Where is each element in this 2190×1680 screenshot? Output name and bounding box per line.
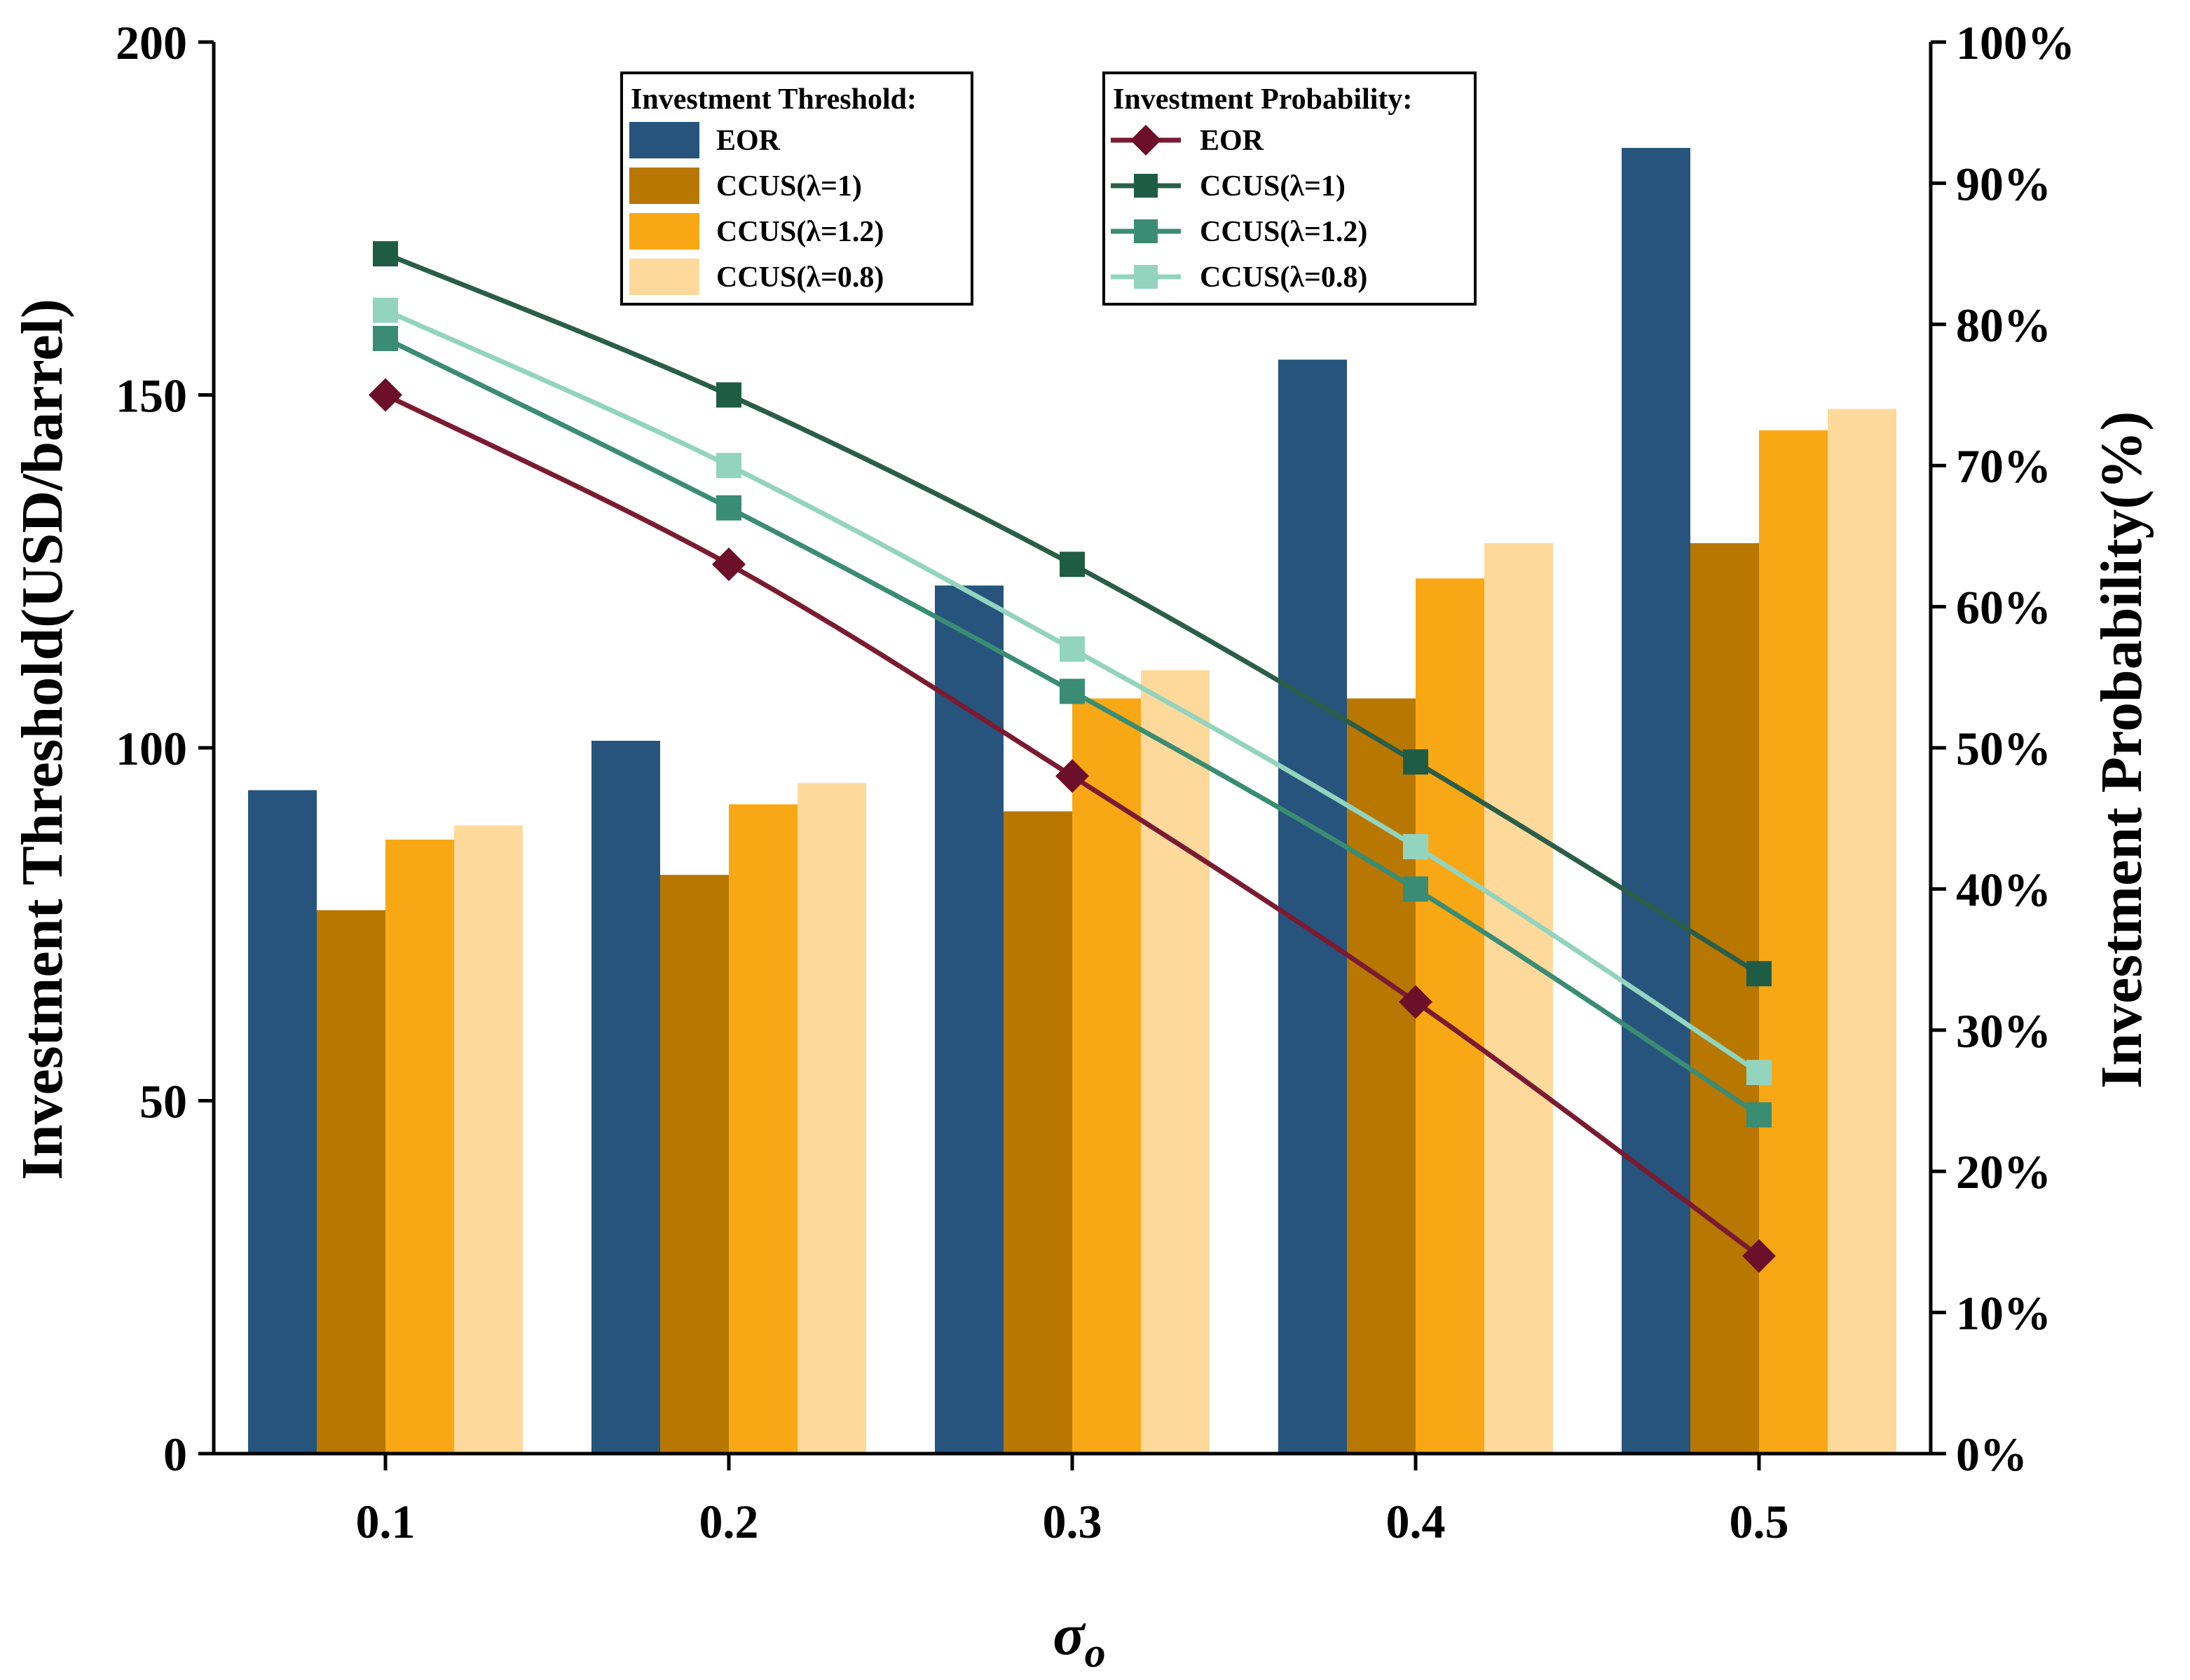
- legend-investment-probability: Investment Probability: EOR CCUS(λ=1) CCUS(…: [1102, 71, 1477, 306]
- bar: [1416, 578, 1484, 1454]
- legend-swatch: [629, 213, 699, 250]
- y-left-tick-label: 100: [116, 722, 187, 775]
- bar: [1004, 811, 1072, 1454]
- data-point: [1746, 1060, 1772, 1086]
- legend-label: CCUS(λ=1): [716, 170, 862, 203]
- data-point: [1746, 1102, 1772, 1128]
- bar: [660, 875, 729, 1454]
- data-point: [1742, 1239, 1776, 1273]
- y-right-tick-label: 100%: [1956, 16, 2075, 69]
- line-series-2: [373, 325, 1772, 1128]
- y-axis-left-title: Investment Threshold(USD/barrel): [10, 299, 75, 1180]
- y-right-tick-label: 20%: [1956, 1145, 2051, 1198]
- x-tick-label: 0.5: [1730, 1495, 1789, 1548]
- legends: Investment Threshold: EOR CCUS(λ=1) CCUS(λ=…: [620, 71, 1477, 306]
- line-series-1: [373, 241, 1772, 987]
- bar: [1622, 148, 1690, 1454]
- y-left-tick-label: 150: [116, 369, 187, 423]
- legend-box: [1102, 71, 1477, 306]
- data-point: [1399, 985, 1432, 1019]
- x-tick-label: 0.2: [699, 1495, 759, 1548]
- x-tick-label: 0.1: [356, 1495, 416, 1548]
- data-point: [1403, 749, 1428, 775]
- data-point: [1746, 961, 1772, 987]
- bar: [317, 910, 385, 1454]
- x-tick-label: 0.3: [1043, 1495, 1102, 1548]
- bar: [1759, 430, 1828, 1454]
- legend-investment-threshold: Investment Threshold: EOR CCUS(λ=1) CCUS(λ=…: [620, 71, 973, 306]
- bar-series-group: [248, 148, 1896, 1454]
- data-point: [716, 382, 741, 408]
- legend-label: CCUS(λ=1): [1200, 170, 1346, 203]
- x-tick-label: 0.4: [1386, 1495, 1446, 1548]
- bar: [248, 790, 317, 1454]
- legend-title: Investment Threshold:: [631, 83, 917, 116]
- legend-label: CCUS(λ=1.2): [716, 216, 884, 248]
- bar: [798, 783, 866, 1454]
- bar: [454, 825, 523, 1454]
- data-point: [373, 297, 398, 323]
- legend-label: CCUS(λ=1.2): [1200, 216, 1367, 248]
- line-series-group: [369, 241, 1776, 1273]
- legend-marker: [1134, 219, 1158, 243]
- legend-label: CCUS(λ=0.8): [1200, 261, 1367, 294]
- data-point: [373, 241, 398, 267]
- legend-swatch: [629, 122, 699, 158]
- data-point: [1060, 636, 1085, 662]
- bar-series-1: [317, 542, 1759, 1454]
- legend-marker: [1134, 265, 1158, 289]
- legend-label: EOR: [1200, 125, 1264, 157]
- y-right-tick-label: 0%: [1956, 1428, 2027, 1481]
- legend-swatch: [629, 259, 699, 295]
- legend-label: CCUS(λ=0.8): [716, 261, 884, 294]
- y-axis-right-title: Investment Probability(%): [2089, 411, 2154, 1089]
- bar: [1278, 360, 1347, 1454]
- data-point: [1060, 552, 1085, 578]
- y-right-tick-label: 40%: [1956, 863, 2051, 916]
- data-point: [369, 378, 402, 412]
- data-point: [716, 453, 741, 479]
- y-right-tick-label: 10%: [1956, 1287, 2051, 1340]
- y-left-tick-label: 0: [163, 1428, 187, 1481]
- data-point: [1060, 678, 1085, 704]
- bar: [385, 839, 454, 1454]
- y-right-tick-label: 80%: [1956, 299, 2051, 352]
- legend-swatch: [629, 168, 699, 204]
- bar: [1484, 542, 1553, 1454]
- y-right-tick-label: 90%: [1956, 157, 2051, 210]
- bar: [729, 804, 798, 1454]
- bar-series-2: [385, 430, 1828, 1454]
- x-axis-title: σo: [1053, 1602, 1105, 1676]
- y-left-tick-label: 200: [116, 16, 187, 69]
- y-right-tick-label: 30%: [1956, 1004, 2051, 1058]
- axes: 0 50 100 150 200 0% 10% 20% 30% 40% 50% 60% 70% 80% 90…: [116, 16, 2075, 1548]
- data-point: [373, 325, 398, 351]
- y-right-tick-label: 70%: [1956, 439, 2051, 493]
- bar: [1072, 698, 1141, 1454]
- bar-series-0: [248, 148, 1690, 1454]
- legend-label: EOR: [716, 125, 781, 157]
- bar-series-3: [454, 409, 1896, 1454]
- y-right-tick-label: 60%: [1956, 581, 2051, 634]
- legend-marker: [1130, 125, 1161, 156]
- bar: [1828, 409, 1896, 1454]
- x-axis-title-subscript: o: [1085, 1630, 1106, 1676]
- data-point: [1403, 876, 1428, 902]
- bar: [591, 740, 660, 1454]
- y-right-tick-label: 50%: [1956, 722, 2051, 775]
- y-left-tick-label: 50: [139, 1075, 187, 1128]
- line-series-0: [369, 378, 1776, 1273]
- bar: [1690, 542, 1759, 1454]
- data-point: [716, 495, 741, 521]
- data-point: [712, 547, 746, 582]
- bar: [1141, 670, 1210, 1454]
- legend-marker: [1134, 174, 1158, 198]
- x-axis-title-symbol: σ: [1053, 1602, 1086, 1667]
- bar: [935, 585, 1004, 1454]
- line-series-3: [373, 297, 1772, 1086]
- legend-title: Investment Probability:: [1113, 83, 1412, 116]
- data-point: [1055, 759, 1089, 793]
- data-point: [1403, 833, 1428, 859]
